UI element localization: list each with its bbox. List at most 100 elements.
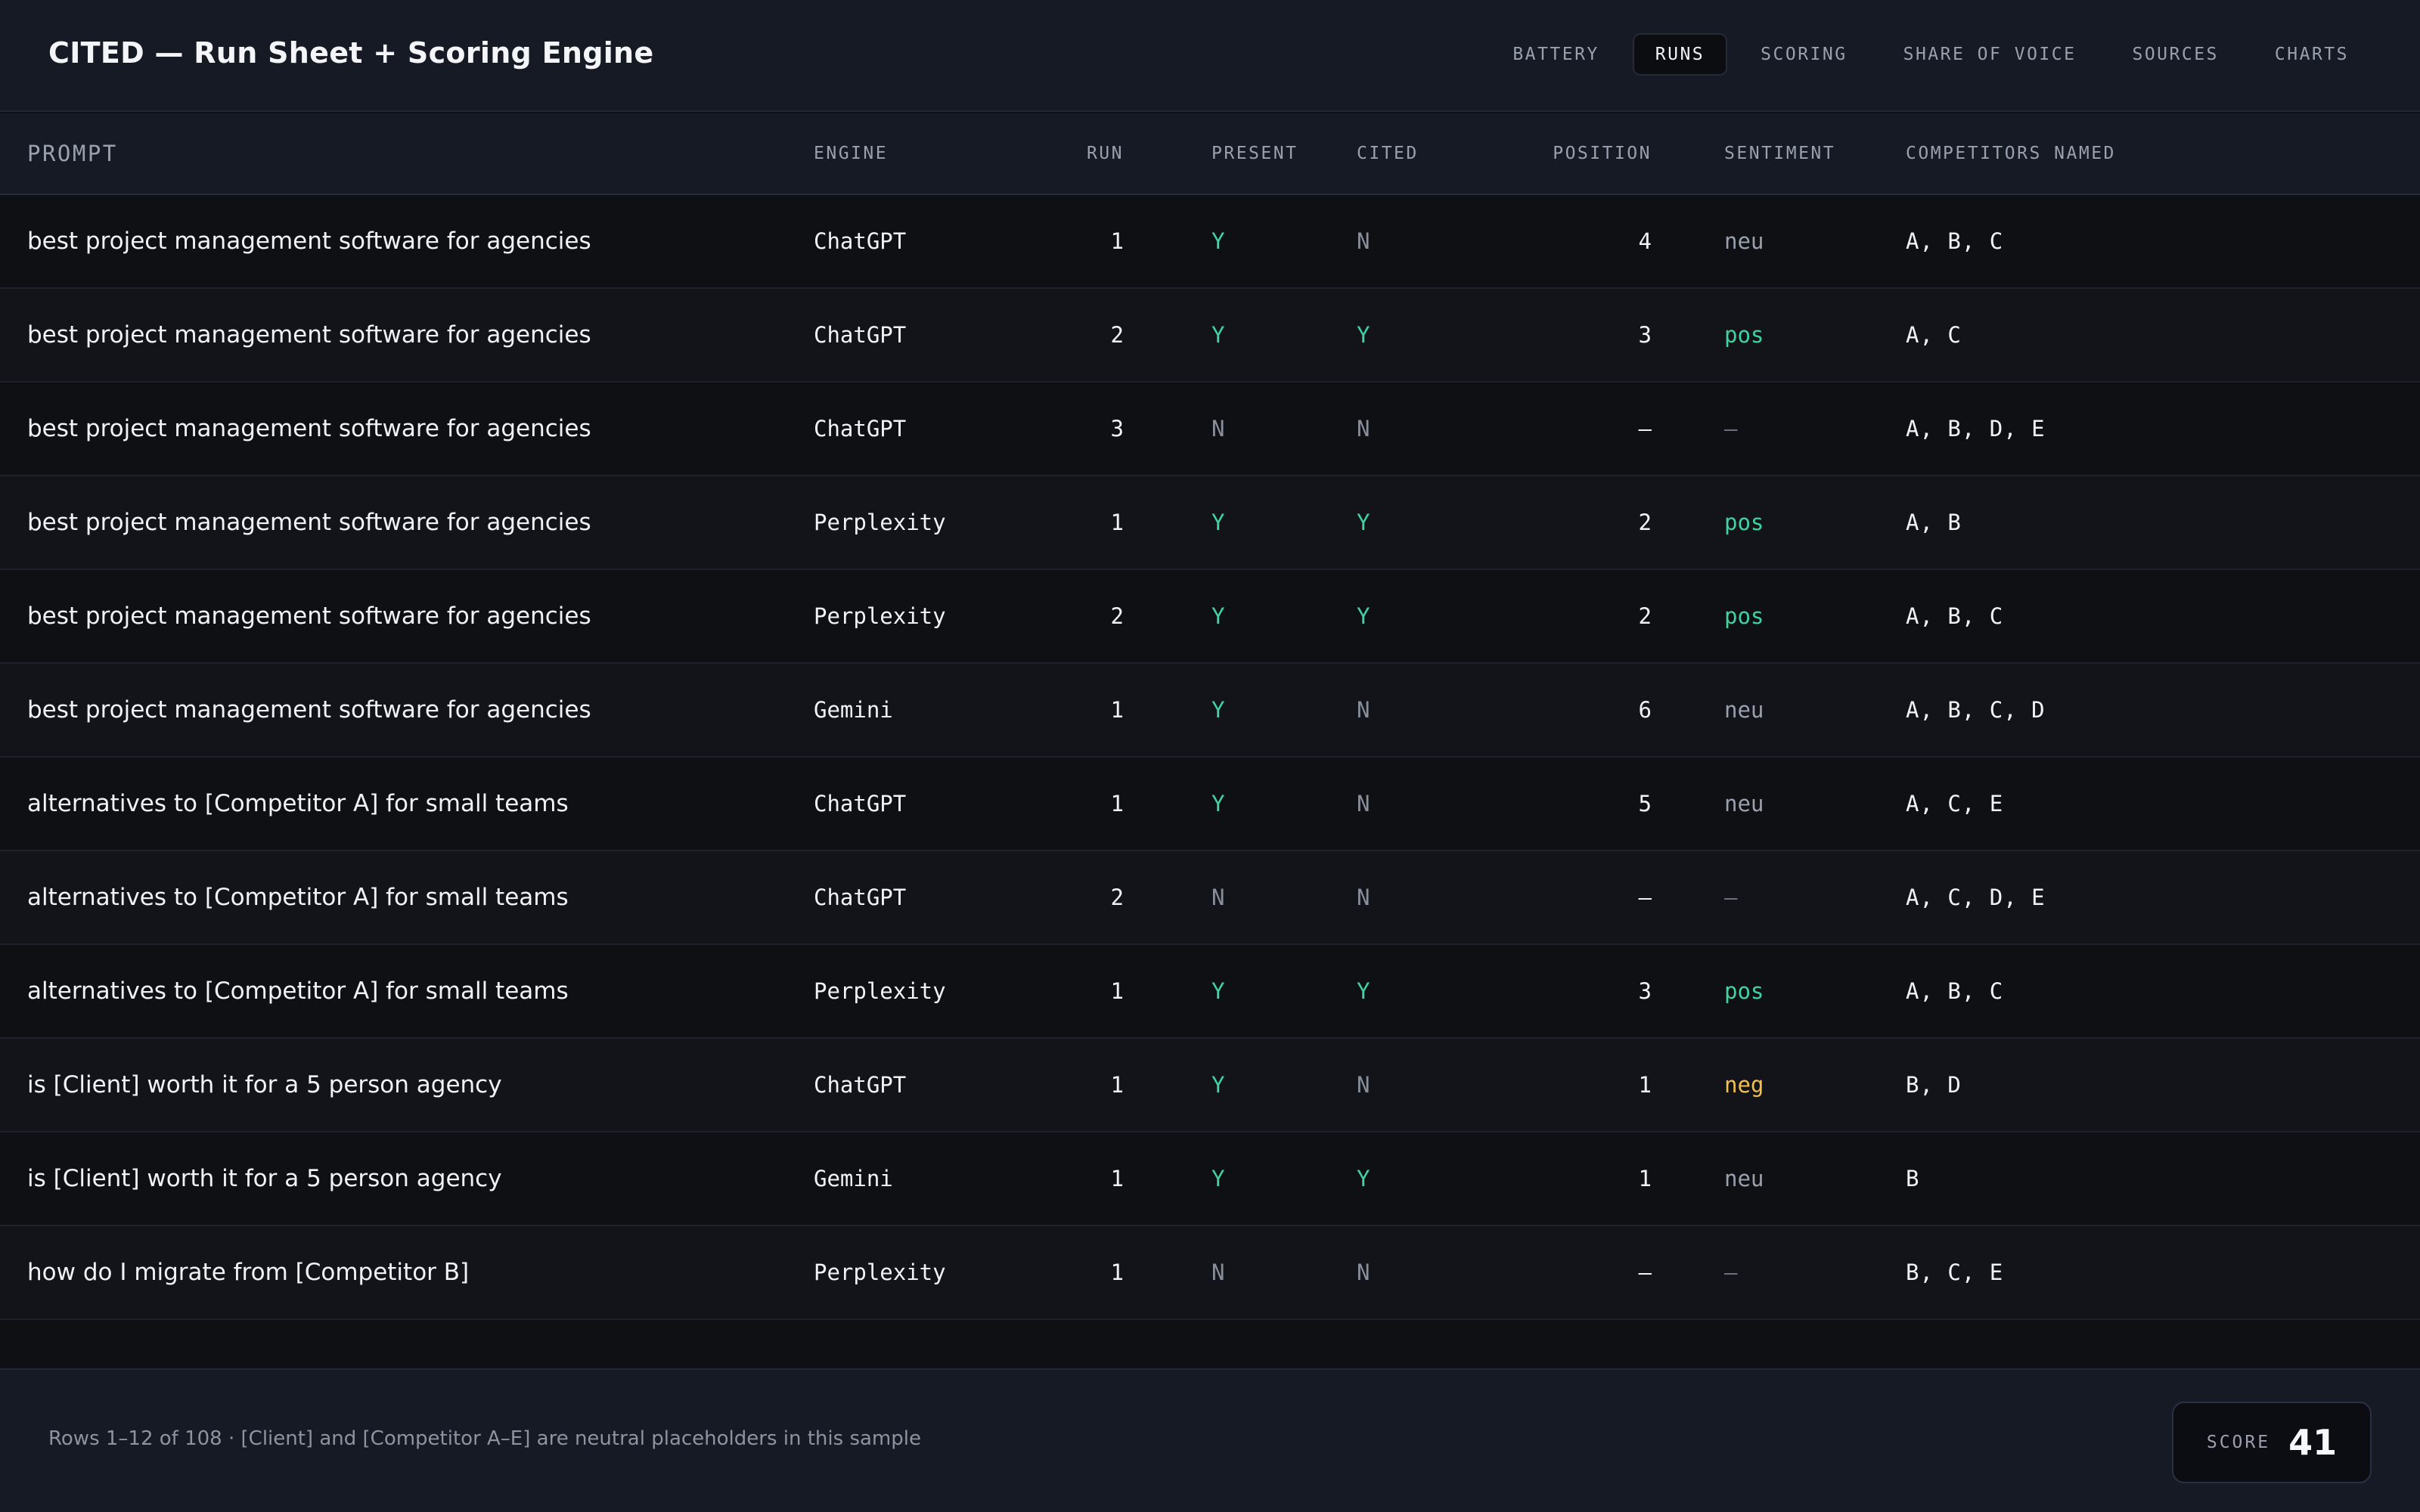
- cell-sentiment: pos: [1724, 322, 1764, 348]
- score-badge: SCORE 41: [2172, 1402, 2372, 1483]
- cell-engine: ChatGPT: [814, 885, 907, 910]
- cell-sentiment: neg: [1724, 1072, 1764, 1098]
- cell-cited: N: [1357, 416, 1370, 442]
- cell-engine: Perplexity: [814, 603, 946, 629]
- cell-cited: N: [1357, 1072, 1370, 1098]
- cell-sentiment: neu: [1724, 228, 1764, 254]
- cell-prompt: best project management software for age…: [27, 321, 591, 349]
- header-sentiment[interactable]: SENTIMENT: [1724, 144, 1836, 163]
- cell-position: —: [1638, 416, 1652, 442]
- cell-prompt: alternatives to [Competitor A] for small…: [27, 978, 569, 1005]
- cell-prompt: is [Client] worth it for a 5 person agen…: [27, 1165, 502, 1192]
- cell-position: 5: [1638, 791, 1652, 816]
- cell-run: 1: [1110, 1166, 1124, 1191]
- table-row[interactable]: alternatives to [Competitor A] for small…: [0, 758, 2420, 851]
- cell-present: Y: [1212, 603, 1225, 629]
- table-row[interactable]: is [Client] worth it for a 5 person agen…: [0, 1132, 2420, 1226]
- cell-competitors: A, B, C: [1906, 603, 2004, 629]
- cell-sentiment: neu: [1724, 1166, 1764, 1191]
- cell-present: Y: [1212, 228, 1225, 254]
- table-row[interactable]: is [Client] worth it for a 5 person agen…: [0, 1039, 2420, 1132]
- cell-cited: Y: [1357, 978, 1370, 1004]
- cell-sentiment: —: [1724, 1259, 1738, 1285]
- cell-prompt: alternatives to [Competitor A] for small…: [27, 790, 569, 817]
- cell-engine: Perplexity: [814, 510, 946, 535]
- table-row[interactable]: alternatives to [Competitor A] for small…: [0, 945, 2420, 1039]
- cell-present: Y: [1212, 697, 1225, 723]
- cell-competitors: B, C, E: [1906, 1259, 2004, 1285]
- cell-run: 1: [1110, 1072, 1124, 1098]
- cell-run: 1: [1110, 978, 1124, 1004]
- cell-cited: Y: [1357, 510, 1370, 535]
- cell-run: 2: [1110, 603, 1124, 629]
- cell-competitors: A, C: [1906, 322, 1962, 348]
- header-prompt[interactable]: PROMPT: [27, 141, 118, 166]
- cell-prompt: best project management software for age…: [27, 415, 591, 442]
- score-label: SCORE: [2206, 1433, 2271, 1452]
- header-run[interactable]: RUN: [1086, 144, 1124, 163]
- cell-competitors: A, B, C: [1906, 228, 2004, 254]
- cell-present: N: [1212, 885, 1225, 910]
- top-bar: CITED — Run Sheet + Scoring Engine BATTE…: [0, 0, 2420, 112]
- cell-sentiment: pos: [1724, 978, 1764, 1004]
- table-row[interactable]: best project management software for age…: [0, 476, 2420, 570]
- table-row[interactable]: best project management software for age…: [0, 664, 2420, 758]
- cell-sentiment: pos: [1724, 603, 1764, 629]
- cell-run: 1: [1110, 791, 1124, 816]
- cell-engine: ChatGPT: [814, 791, 907, 816]
- cell-cited: N: [1357, 1259, 1370, 1285]
- cell-sentiment: neu: [1724, 791, 1764, 816]
- table-row[interactable]: best project management software for age…: [0, 383, 2420, 476]
- table-row[interactable]: best project management software for age…: [0, 195, 2420, 289]
- cell-cited: N: [1357, 228, 1370, 254]
- tab-runs[interactable]: RUNS: [1632, 33, 1728, 76]
- cell-run: 1: [1110, 510, 1124, 535]
- table-row[interactable]: best project management software for age…: [0, 570, 2420, 664]
- cell-sentiment: —: [1724, 885, 1738, 910]
- cell-competitors: B, D: [1906, 1072, 1962, 1098]
- cell-sentiment: neu: [1724, 697, 1764, 723]
- cell-position: 6: [1638, 697, 1652, 723]
- cell-competitors: A, B: [1906, 510, 1962, 535]
- cell-competitors: A, B, C: [1906, 978, 2004, 1004]
- cell-present: Y: [1212, 978, 1225, 1004]
- cell-prompt: best project management software for age…: [27, 509, 591, 536]
- cell-position: —: [1638, 885, 1652, 910]
- cell-position: 2: [1638, 510, 1652, 535]
- tab-sources[interactable]: SOURCES: [2132, 45, 2219, 64]
- cell-cited: N: [1357, 791, 1370, 816]
- cell-present: Y: [1212, 322, 1225, 348]
- cell-prompt: alternatives to [Competitor A] for small…: [27, 884, 569, 911]
- cell-engine: Perplexity: [814, 978, 946, 1004]
- tab-share-of-voice[interactable]: SHARE OF VOICE: [1903, 45, 2077, 64]
- cell-position: 4: [1638, 228, 1652, 254]
- score-value: 41: [2288, 1422, 2338, 1463]
- cell-sentiment: —: [1724, 416, 1738, 442]
- cell-run: 1: [1110, 228, 1124, 254]
- table-row[interactable]: how do I migrate from [Competitor B] Perp…: [0, 1226, 2420, 1320]
- cell-position: 2: [1638, 603, 1652, 629]
- cell-prompt: is [Client] worth it for a 5 person agen…: [27, 1071, 502, 1098]
- header-present[interactable]: PRESENT: [1212, 144, 1298, 163]
- table-row[interactable]: best project management software for age…: [0, 289, 2420, 383]
- table-header-row: PROMPT ENGINE RUN PRESENT CITED POSITION…: [0, 113, 2420, 195]
- header-engine[interactable]: ENGINE: [814, 144, 889, 163]
- cell-run: 1: [1110, 1259, 1124, 1285]
- cell-cited: Y: [1357, 1166, 1370, 1191]
- cell-engine: ChatGPT: [814, 1072, 907, 1098]
- header-cited[interactable]: CITED: [1357, 144, 1419, 163]
- cell-run: 2: [1110, 322, 1124, 348]
- cell-run: 2: [1110, 885, 1124, 910]
- header-competitors[interactable]: COMPETITORS NAMED: [1906, 144, 2116, 163]
- tab-scoring[interactable]: SCORING: [1761, 45, 1848, 64]
- cell-cited: N: [1357, 885, 1370, 910]
- tab-charts[interactable]: CHARTS: [2274, 45, 2349, 64]
- header-position[interactable]: POSITION: [1553, 144, 1652, 163]
- table-row[interactable]: alternatives to [Competitor A] for small…: [0, 851, 2420, 945]
- main-nav: BATTERY RUNS SCORING SHARE OF VOICE SOUR…: [1490, 33, 2372, 76]
- cell-present: Y: [1212, 510, 1225, 535]
- cell-prompt: best project management software for age…: [27, 696, 591, 723]
- cell-position: 3: [1638, 322, 1652, 348]
- tab-battery[interactable]: BATTERY: [1512, 45, 1599, 64]
